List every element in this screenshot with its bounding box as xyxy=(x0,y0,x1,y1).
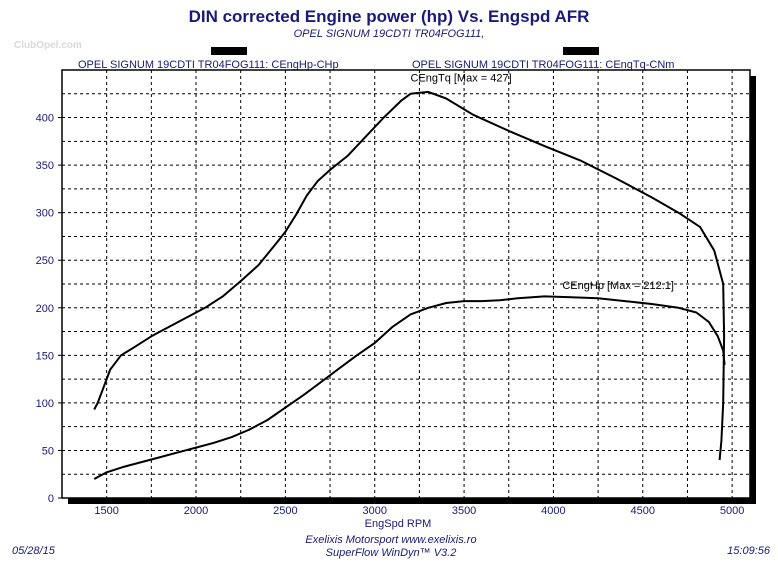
annotation-cenghp: CEngHp [Max = 212.1] xyxy=(562,280,674,292)
grid xyxy=(62,70,750,498)
legend-marker-hp xyxy=(211,47,247,55)
annotation-cengtq: CEngTq [Max = 427] xyxy=(410,72,511,84)
y-tick-label: 250 xyxy=(36,255,54,267)
x-tick-label: 4000 xyxy=(541,505,565,517)
y-tick-label: 100 xyxy=(36,398,54,410)
footer-software: SuperFlow WinDyn™ V3.2 xyxy=(326,547,457,559)
chart-subtitle: OPEL SIGNUM 19CDTI TR04FOG111, xyxy=(294,28,485,40)
x-axis-label: EngSpd RPM xyxy=(365,518,432,530)
x-tick-label: 2500 xyxy=(273,505,297,517)
x-tick-label: 3000 xyxy=(362,505,386,517)
y-tick-label: 0 xyxy=(48,493,54,505)
y-tick-label: 50 xyxy=(42,445,54,457)
footer-time: 15:09:56 xyxy=(727,545,771,557)
series-layer: CEngTq [Max = 427] CEngHp [Max = 212.1] xyxy=(93,72,726,480)
y-tick-label: 350 xyxy=(36,160,54,172)
x-tick-label: 2000 xyxy=(184,505,208,517)
axis-ticks: 1500 2000 2500 3000 3500 4000 4500 5000 0 50 100 15… xyxy=(36,113,745,517)
y-tick-label: 200 xyxy=(36,303,54,315)
x-tick-label: 3500 xyxy=(452,505,476,517)
footer-credit: Exelixis Motorsport www.exelixis.ro xyxy=(305,534,476,546)
series-line-cengtq xyxy=(93,90,726,461)
y-tick-label: 150 xyxy=(36,350,54,362)
x-tick-label: 4500 xyxy=(631,505,655,517)
clubopel-logo: ClubOpel.com xyxy=(14,40,82,51)
legend-tq: OPEL SIGNUM 19CDTI TR04FOG111: CEngTq-CN… xyxy=(412,59,674,71)
legend-hp: OPEL SIGNUM 19CDTI TR04FOG111: CEngHp-CH… xyxy=(78,59,339,71)
legend-marker-tq xyxy=(563,47,599,55)
footer-date: 05/28/15 xyxy=(12,545,56,557)
series-line-cenghp xyxy=(93,295,726,480)
chart-title: DIN corrected Engine power (hp) Vs. Engs… xyxy=(189,7,590,26)
x-tick-label: 5000 xyxy=(720,505,744,517)
y-tick-label: 400 xyxy=(36,113,54,125)
y-tick-label: 300 xyxy=(36,208,54,220)
x-tick-label: 1500 xyxy=(94,505,118,517)
